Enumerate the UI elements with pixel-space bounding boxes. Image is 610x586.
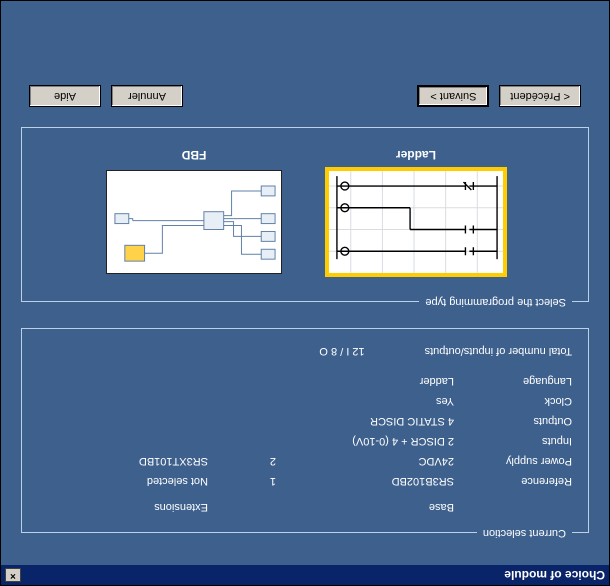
base-language: Ladder xyxy=(284,375,454,387)
programming-type-legend: Select the programming type xyxy=(419,296,572,308)
extensions-header: Extensions xyxy=(68,495,208,513)
col-spacer xyxy=(462,504,572,510)
ext2-index: 2 xyxy=(216,455,276,467)
help-button[interactable]: Aide xyxy=(29,85,101,107)
cancel-button[interactable]: Annuler xyxy=(111,85,183,107)
row-label-inputs: Inputs xyxy=(462,435,572,447)
titlebar: Choice of module × xyxy=(1,565,609,585)
ext1-index: 1 xyxy=(216,475,276,487)
previous-button[interactable]: < Précédent xyxy=(499,85,581,107)
current-selection-grid: Base Extensions Reference SR3B102BD 1 No… xyxy=(38,375,572,513)
ladder-caption: Ladder xyxy=(396,148,436,162)
ladder-thumbnail xyxy=(328,170,504,274)
totals-label: Total number of inputs/outputs xyxy=(425,345,572,357)
fbd-thumbnail xyxy=(106,170,282,274)
ext1-status: Not selected xyxy=(68,475,208,487)
fbd-diagram-icon xyxy=(107,170,281,273)
ext2-status: SR3XT101BD xyxy=(68,455,208,467)
base-power: 24VDC xyxy=(284,455,454,467)
base-inputs: 2 DISCR + 4 (0-10V) xyxy=(284,435,454,447)
fbd-option[interactable]: FBD xyxy=(106,148,282,274)
ladder-diagram-icon xyxy=(329,170,503,273)
base-reference: SR3B102BD xyxy=(284,475,454,487)
totals-value: 12 I / 8 O xyxy=(319,345,364,357)
window-title: Choice of module xyxy=(504,568,605,582)
wizard-button-row: < Précédent Suivant > Annuler Aide xyxy=(21,83,589,107)
base-clock: Yes xyxy=(284,395,454,407)
current-selection-group: Current selection Base Extensions Refere… xyxy=(21,328,589,539)
row-label-reference: Reference xyxy=(462,475,572,487)
row-label-power: Power supply xyxy=(462,455,572,467)
base-header: Base xyxy=(284,495,454,513)
base-outputs: 4 STATIC DISCR xyxy=(284,415,454,427)
row-label-outputs: Outputs xyxy=(462,415,572,427)
ladder-option[interactable]: Ladder xyxy=(328,148,504,274)
client-area: Current selection Base Extensions Refere… xyxy=(1,1,609,565)
row-label-clock: Clock xyxy=(462,395,572,407)
fbd-caption: FBD xyxy=(182,148,207,162)
programming-type-group: Select the programming type xyxy=(21,127,589,308)
close-icon[interactable]: × xyxy=(5,568,21,582)
dialog-window: Choice of module × Current selection Bas… xyxy=(0,0,610,586)
col-spacer-2 xyxy=(216,504,276,510)
totals-row: Total number of inputs/outputs 12 I / 8 … xyxy=(38,345,572,357)
row-label-language: Language xyxy=(462,375,572,387)
current-selection-legend: Current selection xyxy=(477,527,572,539)
next-button[interactable]: Suivant > xyxy=(417,85,489,107)
